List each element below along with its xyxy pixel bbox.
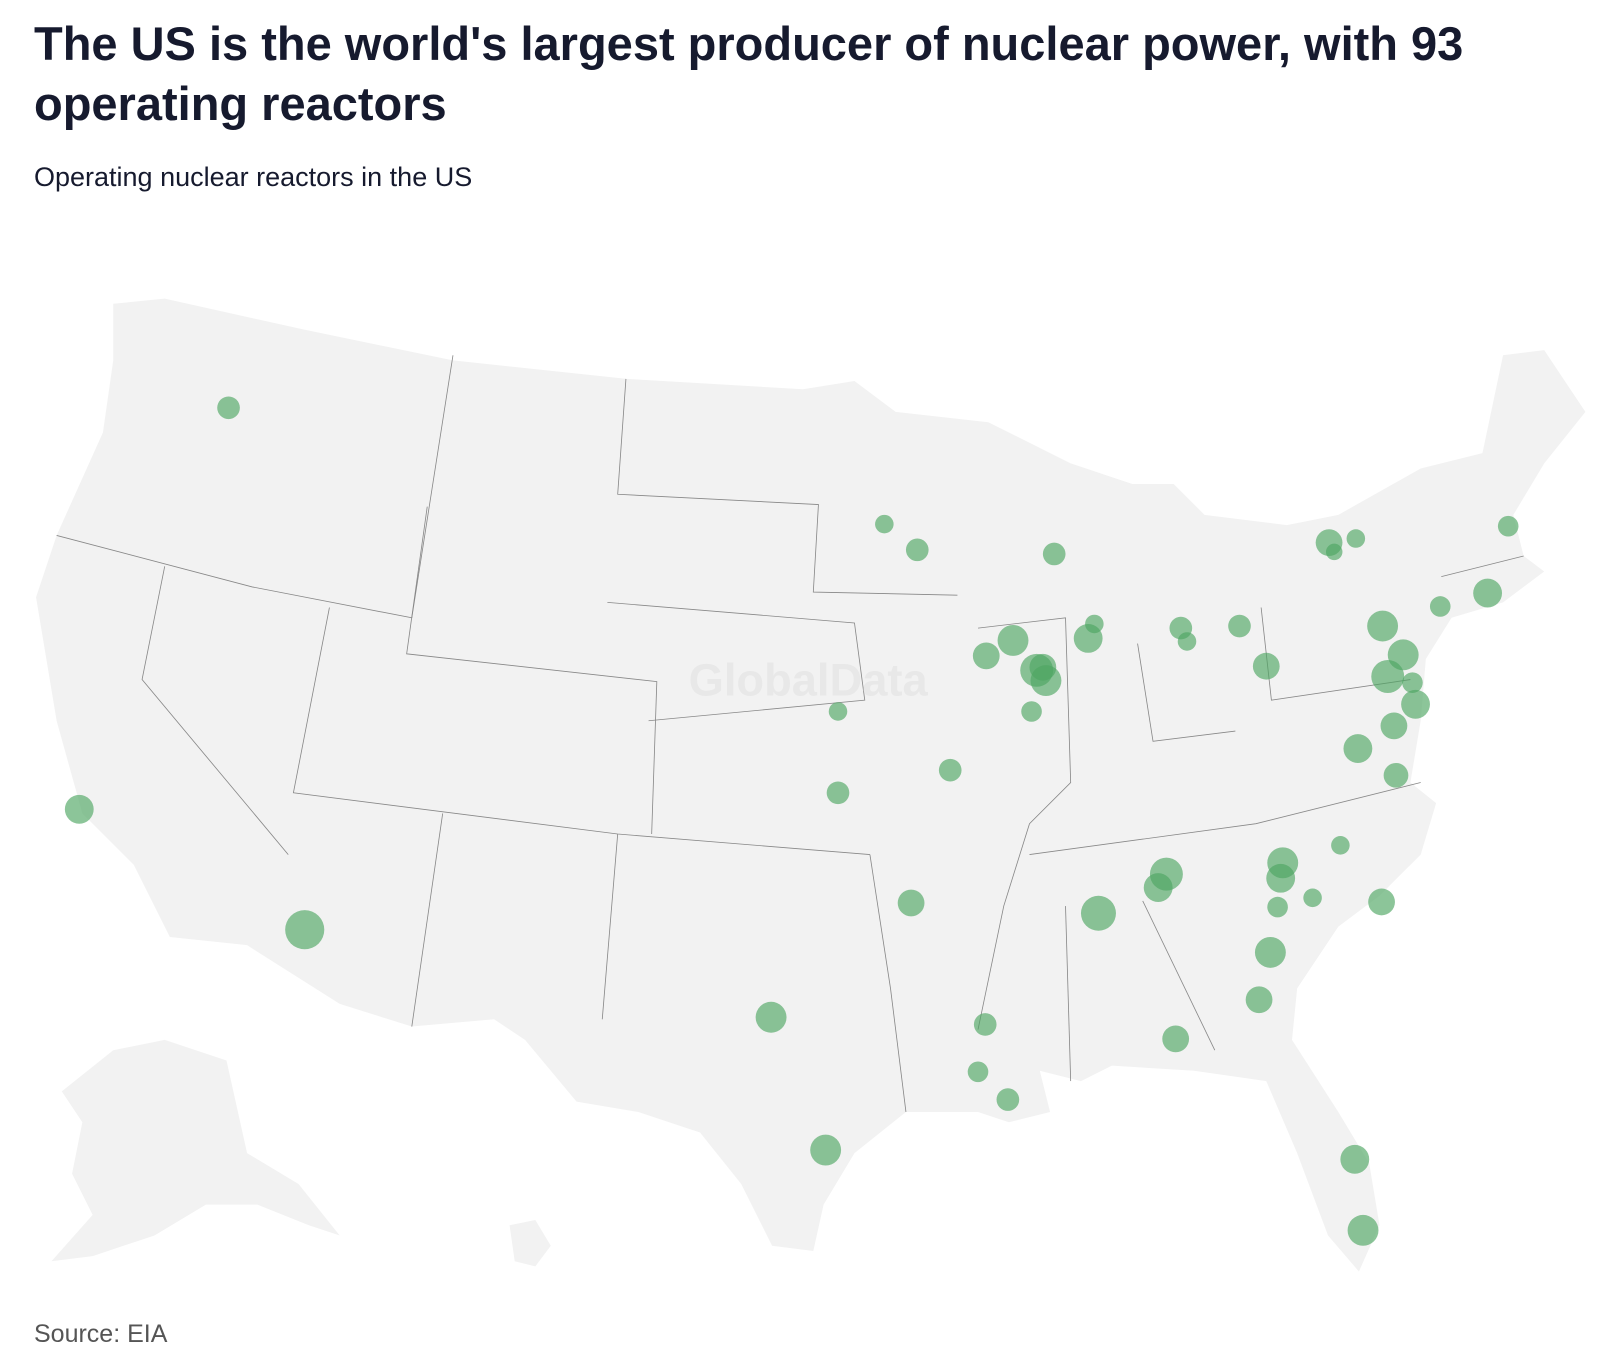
reactor-site [1497,515,1519,537]
watermark: GlobalData [689,655,929,706]
reactor-site [1266,863,1296,893]
state-border [869,854,907,1113]
reactor-site [997,625,1029,656]
subtitle: Operating nuclear reactors in the US [34,162,473,192]
reactor-site [1340,1144,1370,1174]
reactor-site [1228,614,1251,638]
reactor-site [1367,610,1399,642]
state-border [607,601,866,722]
reactor-site [1021,701,1042,722]
reactor-sites [64,396,1519,1246]
state-border [1137,643,1236,742]
state-border [977,617,1072,1030]
reactor-site [810,1134,842,1166]
reactor-site [1401,689,1430,719]
reactor-site [1080,895,1116,931]
reactor-site [938,758,962,782]
reactor-site [1252,652,1280,680]
reactor-site [1267,896,1288,918]
state-border [1441,555,1524,578]
reactor-site [1245,986,1273,1014]
reactor-site [1029,653,1057,681]
reactor-site [285,910,325,950]
reactor-site [1473,578,1503,608]
reactor-site [1343,734,1373,763]
reactor-site [1368,888,1395,916]
state-border [1260,607,1411,701]
reactor-site [967,1061,989,1083]
state-border [1065,906,1072,1082]
reactor-site [826,781,850,805]
reactor-site [1162,1025,1190,1053]
reactor-site [217,396,240,420]
state-border [617,378,958,596]
title: The US is the world's largest producer o… [34,17,1464,130]
reactor-site [1331,836,1350,855]
reactor-site [972,642,1000,670]
hawaii [509,1220,551,1267]
state-border [1142,900,1216,1051]
reactor-site [1073,623,1103,653]
reactor-site [1380,712,1408,740]
state-border [292,607,870,855]
reactor-site [875,514,894,534]
reactor-site [1177,632,1197,651]
reactor-site [1042,542,1066,566]
source: Source: EIA [34,1320,168,1348]
reactor-site [1347,1214,1379,1246]
state-border [601,833,619,1020]
state-border [406,506,658,835]
reactor-site [1383,762,1409,788]
reactor-site [1402,672,1423,693]
reactor-site [1303,888,1322,908]
reactor-site [1143,873,1173,902]
reactor-site [1371,660,1405,693]
reactor-site [828,702,848,721]
reactor-site [1254,936,1286,968]
state-border [56,355,454,619]
state-borders [56,355,1524,1113]
reactor-site [1346,529,1366,548]
reactor-site [1325,543,1343,561]
reactor-site [897,889,925,917]
us-mainland [36,298,1586,1272]
reactor-site [64,794,94,824]
alaska [51,1039,340,1262]
state-border [141,566,289,855]
reactor-site [905,538,929,562]
reactor-site [1429,596,1451,617]
state-border [1029,782,1421,855]
reactor-site [755,1001,787,1033]
reactor-site [973,1013,997,1036]
reactor-site [996,1088,1020,1111]
state-border [411,813,444,1027]
